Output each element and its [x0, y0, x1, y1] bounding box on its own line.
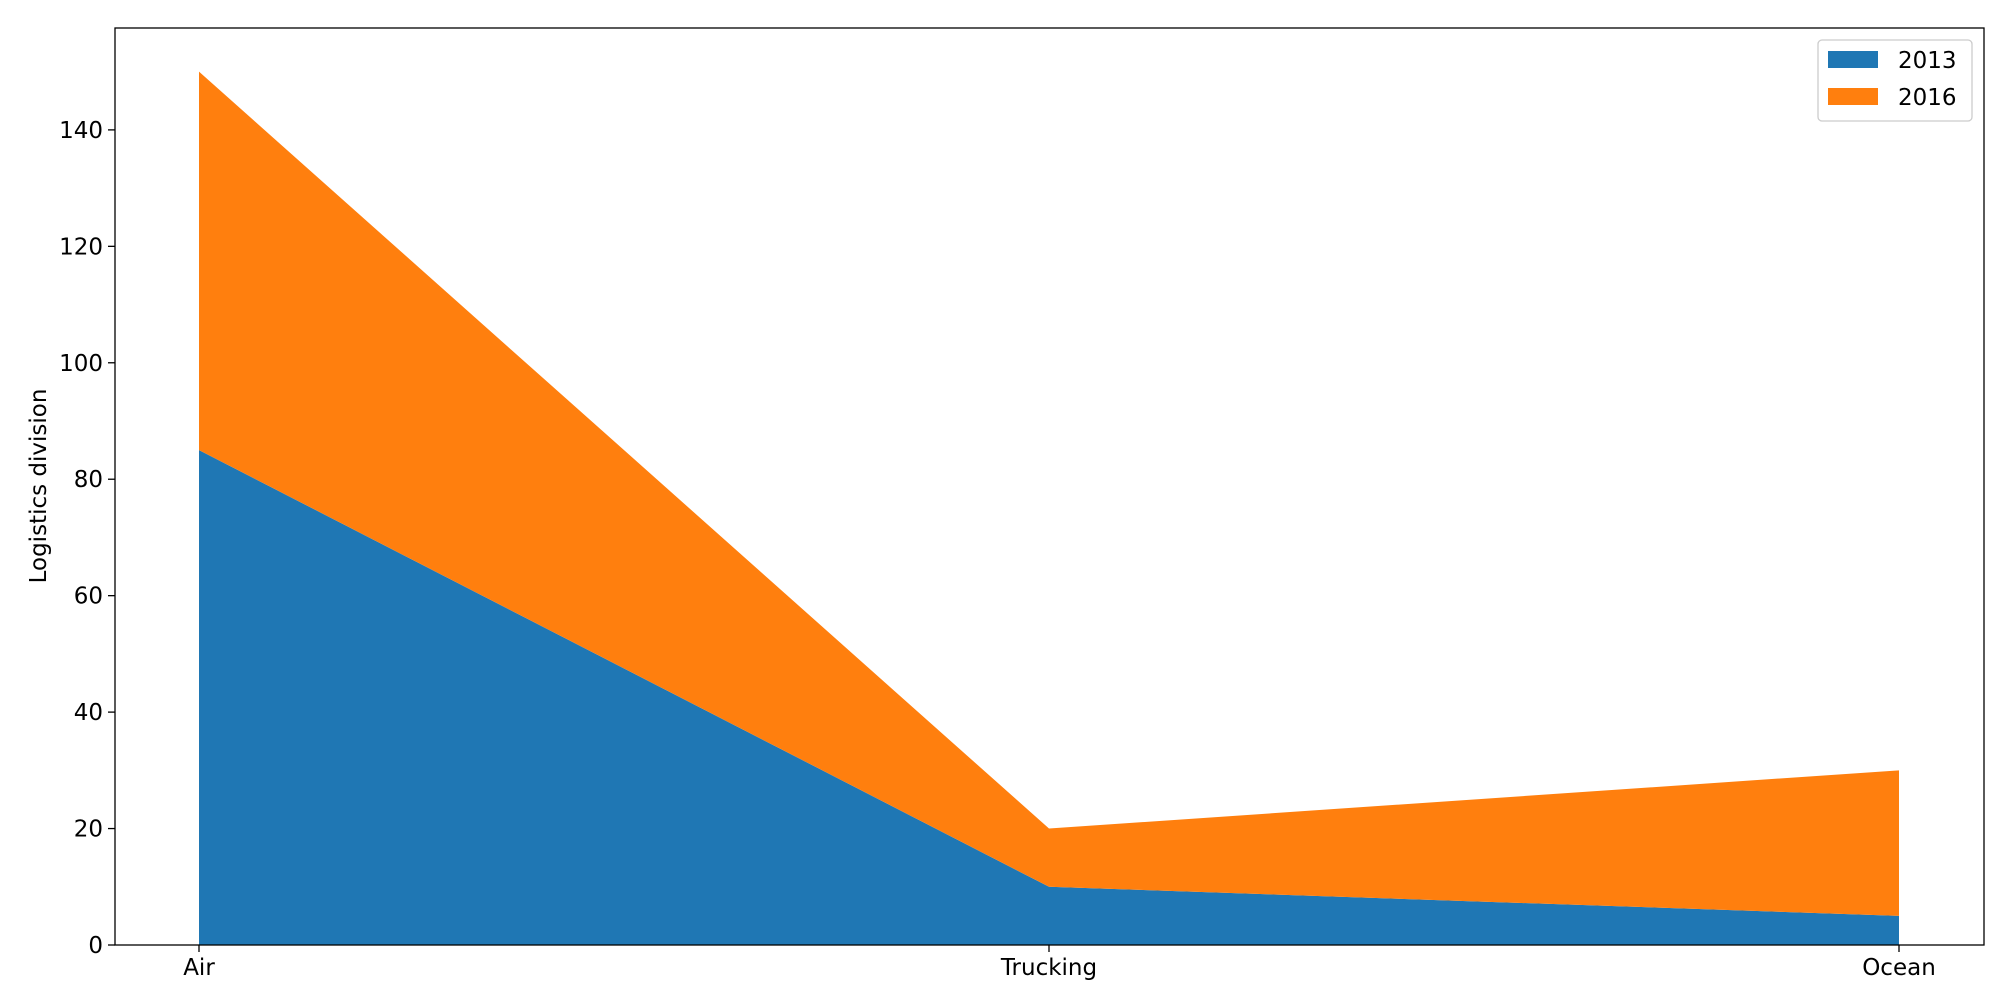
legend-label-2013: 2013	[1898, 48, 1957, 74]
area-series-2016	[199, 71, 1899, 916]
y-tick-label: 20	[74, 817, 103, 843]
legend-swatch-2016	[1828, 88, 1878, 105]
x-tick-label: Ocean	[1862, 955, 1936, 981]
y-tick-label: 60	[74, 584, 103, 610]
y-tick-label: 40	[74, 700, 103, 726]
y-tick-label: 120	[59, 234, 103, 260]
area-series-2013	[199, 450, 1899, 945]
legend: 2013 2016	[1817, 39, 1973, 122]
x-tick-label: Air	[183, 955, 215, 981]
y-tick-label: 140	[59, 118, 103, 144]
legend-label-2016: 2016	[1898, 85, 1957, 111]
legend-swatch-2013	[1828, 51, 1878, 68]
y-axis-label: Logistics division	[26, 389, 52, 584]
x-tick-label: Trucking	[1000, 955, 1097, 981]
y-tick-label: 80	[74, 467, 103, 493]
y-tick-label: 0	[88, 933, 103, 959]
y-tick-label: 100	[59, 351, 103, 377]
